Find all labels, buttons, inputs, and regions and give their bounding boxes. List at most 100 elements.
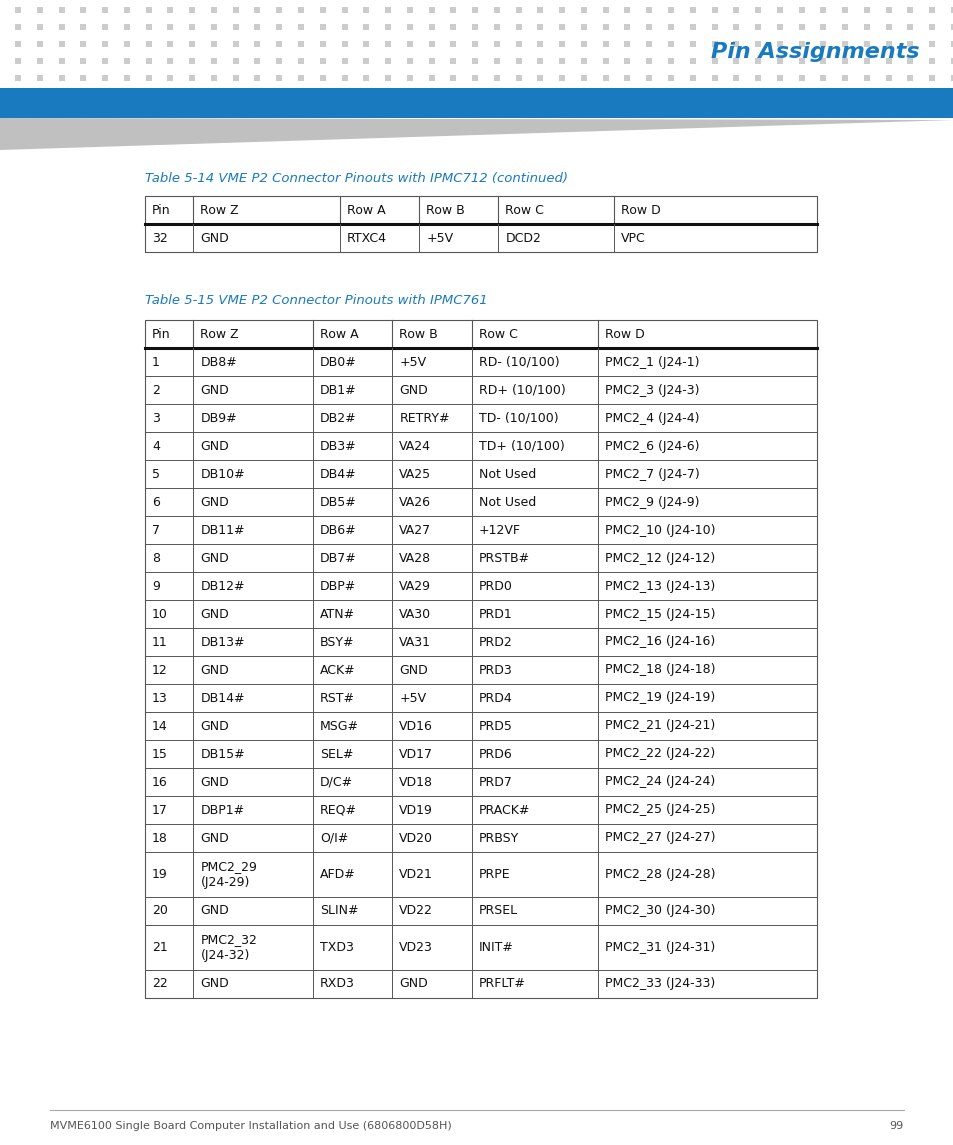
Text: Row B: Row B xyxy=(399,327,437,340)
Bar xyxy=(145,319,816,997)
Text: PMC2_10 (J24-10): PMC2_10 (J24-10) xyxy=(604,523,715,537)
Text: 16: 16 xyxy=(152,775,168,789)
Text: 11: 11 xyxy=(152,635,168,648)
Text: 7: 7 xyxy=(152,523,160,537)
Text: D/C#: D/C# xyxy=(319,775,353,789)
Text: 18: 18 xyxy=(152,831,168,845)
Text: PMC2_21 (J24-21): PMC2_21 (J24-21) xyxy=(604,719,715,733)
Text: PRD5: PRD5 xyxy=(478,719,512,733)
Text: GND: GND xyxy=(200,719,229,733)
Text: DB1#: DB1# xyxy=(319,384,356,396)
Text: ACK#: ACK# xyxy=(319,663,355,677)
Text: VD19: VD19 xyxy=(399,804,433,816)
Text: GND: GND xyxy=(200,831,229,845)
Text: O/I#: O/I# xyxy=(319,831,348,845)
Text: +5V: +5V xyxy=(426,231,453,245)
Text: VA25: VA25 xyxy=(399,467,431,481)
Text: GND: GND xyxy=(200,231,229,245)
Text: DB13#: DB13# xyxy=(200,635,245,648)
Text: +5V: +5V xyxy=(399,355,426,369)
Text: 21: 21 xyxy=(152,941,168,954)
Text: 1: 1 xyxy=(152,355,160,369)
Text: SEL#: SEL# xyxy=(319,748,353,760)
Text: GND: GND xyxy=(200,663,229,677)
Text: TD+ (10/100): TD+ (10/100) xyxy=(478,440,564,452)
Text: PMC2_22 (J24-22): PMC2_22 (J24-22) xyxy=(604,748,715,760)
Text: GND: GND xyxy=(399,663,428,677)
Text: PRACK#: PRACK# xyxy=(478,804,530,816)
Text: PMC2_16 (J24-16): PMC2_16 (J24-16) xyxy=(604,635,715,648)
Text: 32: 32 xyxy=(152,231,168,245)
Text: PMC2_30 (J24-30): PMC2_30 (J24-30) xyxy=(604,905,715,917)
Text: PMC2_25 (J24-25): PMC2_25 (J24-25) xyxy=(604,804,715,816)
Text: Pin: Pin xyxy=(152,204,171,216)
Text: PRSEL: PRSEL xyxy=(478,905,517,917)
Text: PMC2_15 (J24-15): PMC2_15 (J24-15) xyxy=(604,608,715,621)
Bar xyxy=(0,88,953,118)
Text: BSY#: BSY# xyxy=(319,635,355,648)
Text: VD18: VD18 xyxy=(399,775,433,789)
Text: AFD#: AFD# xyxy=(319,868,355,881)
Text: VA24: VA24 xyxy=(399,440,431,452)
Text: 14: 14 xyxy=(152,719,168,733)
Text: 3: 3 xyxy=(152,411,160,425)
Text: PRD6: PRD6 xyxy=(478,748,512,760)
Text: 17: 17 xyxy=(152,804,168,816)
Text: VA31: VA31 xyxy=(399,635,431,648)
Text: DB8#: DB8# xyxy=(200,355,237,369)
Text: DB3#: DB3# xyxy=(319,440,356,452)
Text: DB5#: DB5# xyxy=(319,496,356,508)
Text: VD23: VD23 xyxy=(399,941,433,954)
Text: 19: 19 xyxy=(152,868,168,881)
Text: 13: 13 xyxy=(152,692,168,704)
Text: PMC2_32
(J24-32): PMC2_32 (J24-32) xyxy=(200,933,257,962)
Text: PRD1: PRD1 xyxy=(478,608,512,621)
Text: PRSTB#: PRSTB# xyxy=(478,552,529,564)
Text: 15: 15 xyxy=(152,748,168,760)
Text: VA28: VA28 xyxy=(399,552,431,564)
Text: VD20: VD20 xyxy=(399,831,433,845)
Text: RST#: RST# xyxy=(319,692,355,704)
Text: DBP#: DBP# xyxy=(319,579,355,592)
Text: GND: GND xyxy=(399,384,428,396)
Text: PMC2_24 (J24-24): PMC2_24 (J24-24) xyxy=(604,775,715,789)
Text: PMC2_19 (J24-19): PMC2_19 (J24-19) xyxy=(604,692,715,704)
Text: GND: GND xyxy=(200,977,229,990)
Text: RTXC4: RTXC4 xyxy=(347,231,387,245)
Text: GND: GND xyxy=(200,384,229,396)
Text: PMC2_33 (J24-33): PMC2_33 (J24-33) xyxy=(604,977,715,990)
Bar xyxy=(145,196,816,252)
Text: RD- (10/100): RD- (10/100) xyxy=(478,355,558,369)
Text: GND: GND xyxy=(200,905,229,917)
Text: REQ#: REQ# xyxy=(319,804,356,816)
Text: PRD3: PRD3 xyxy=(478,663,512,677)
Text: Pin Assignments: Pin Assignments xyxy=(711,42,919,62)
Text: 22: 22 xyxy=(152,977,168,990)
Text: PRD0: PRD0 xyxy=(478,579,512,592)
Text: RD+ (10/100): RD+ (10/100) xyxy=(478,384,565,396)
Text: MVME6100 Single Board Computer Installation and Use (6806800D58H): MVME6100 Single Board Computer Installat… xyxy=(50,1121,452,1131)
Text: VD16: VD16 xyxy=(399,719,433,733)
Text: 4: 4 xyxy=(152,440,160,452)
Text: DB11#: DB11# xyxy=(200,523,245,537)
Text: 99: 99 xyxy=(889,1121,903,1131)
Text: VA30: VA30 xyxy=(399,608,431,621)
Text: Row Z: Row Z xyxy=(200,327,239,340)
Text: 8: 8 xyxy=(152,552,160,564)
Text: PRPE: PRPE xyxy=(478,868,510,881)
Text: DB9#: DB9# xyxy=(200,411,236,425)
Text: SLIN#: SLIN# xyxy=(319,905,358,917)
Text: 12: 12 xyxy=(152,663,168,677)
Text: DBP1#: DBP1# xyxy=(200,804,244,816)
Text: PMC2_4 (J24-4): PMC2_4 (J24-4) xyxy=(604,411,699,425)
Text: VD22: VD22 xyxy=(399,905,433,917)
Text: Row D: Row D xyxy=(604,327,644,340)
Text: GND: GND xyxy=(200,440,229,452)
Text: PRD4: PRD4 xyxy=(478,692,512,704)
Text: TXD3: TXD3 xyxy=(319,941,354,954)
Text: RXD3: RXD3 xyxy=(319,977,355,990)
Text: PMC2_1 (J24-1): PMC2_1 (J24-1) xyxy=(604,355,699,369)
Text: INIT#: INIT# xyxy=(478,941,513,954)
Text: 6: 6 xyxy=(152,496,160,508)
Text: PMC2_29
(J24-29): PMC2_29 (J24-29) xyxy=(200,860,257,889)
